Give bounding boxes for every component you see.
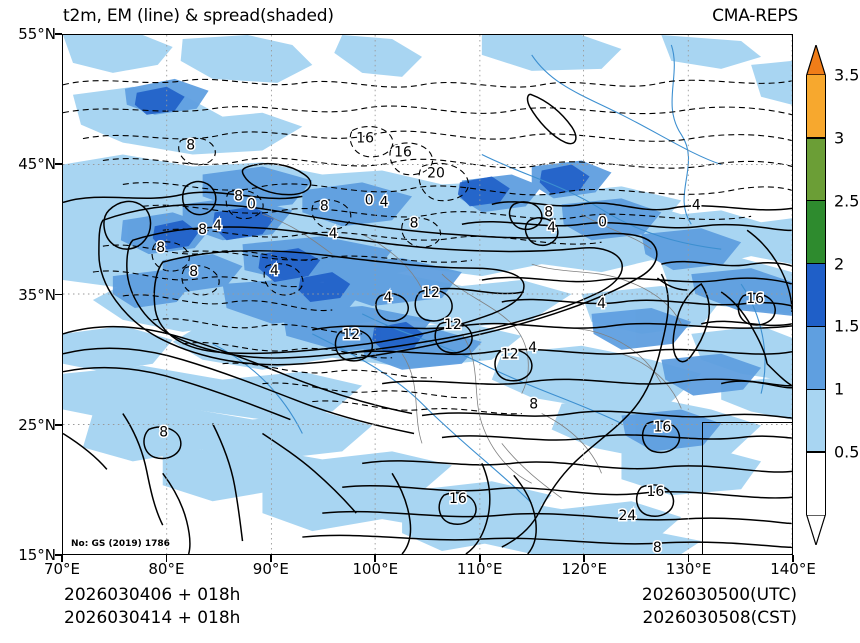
y-axis-tick-mark [55,33,62,35]
x-axis-tick-mark [61,555,63,562]
contour-label: 0 [598,214,607,230]
page-title: t2m, EM (line) & spread(shaded) [63,6,334,26]
y-axis-tick-label: 55°N [18,25,56,43]
colorbar[interactable] [806,45,826,545]
contour-label: 8 [198,222,207,238]
colorbar-divider [806,137,826,139]
colorbar-tick-label: 2.5 [834,191,860,211]
x-axis-tick-label: 120°E [561,560,607,578]
contour-label: 8 [410,215,419,231]
gridline-layer [63,35,792,554]
contour-label: 16 [449,491,467,507]
contour-label: 24 [619,508,637,524]
colorbar-tick-label: 3.5 [834,65,860,85]
x-axis-tick-mark [583,555,585,562]
y-axis-tick-label: 15°N [18,546,56,564]
footer-valid-time-utc: 2026030500(UTC) [641,585,797,605]
footer-init-time-cst: 2026030414 + 018h [64,608,241,628]
contour-label: 12 [422,285,440,301]
x-axis-tick-mark [792,555,794,562]
colorbar-divider [806,325,826,328]
contour-label: 16 [653,419,671,435]
contour-label: 8 [653,540,662,554]
contour-label: 4 [380,194,389,210]
contour-label: 12 [342,327,360,343]
footer-valid-time-cst: 2026030508(CST) [642,608,797,628]
contour-label: 4 [692,197,701,213]
contour-label: 8 [159,424,168,440]
colorbar-extend-high-arrow [806,45,826,76]
y-axis-tick-mark [55,293,62,296]
contour-label: 4 [597,296,606,312]
x-axis-tick-label: 90°E [252,560,289,578]
x-axis-tick-mark [374,555,377,562]
y-axis-tick-mark [55,163,62,166]
contour-label: 8 [156,240,165,256]
contour-label: 16 [356,131,374,147]
map-plot-area[interactable]: 8 16 16 20 8 0 8 0 4 8 8 4 8 4 8 4 0 4 8 4 4 12 4 16 12 12 4 12 8 16 8… [62,34,793,555]
x-axis-tick-mark [687,555,690,562]
colorbar-segment [806,452,826,515]
contour-label: 16 [646,484,664,500]
colorbar-segment [806,326,826,390]
contour-label: 0 [247,196,256,212]
colorbar-extend-low-arrow [806,514,826,545]
colorbar-divider [806,451,826,453]
y-axis-tick-mark [55,554,62,556]
x-axis-tick-mark [270,555,272,562]
x-axis-tick-label: 70°E [43,560,81,578]
contour-label: 4 [213,218,222,234]
contour-label: 12 [501,347,519,363]
colorbar-segment [806,200,826,264]
contour-label: 20 [427,165,445,181]
x-axis-tick-label: 110°E [456,560,503,578]
contour-label: 4 [528,340,537,356]
y-axis-tick-mark [55,423,62,426]
contour-label: 8 [320,198,329,214]
positive-contour-layer [63,191,792,549]
footer-init-time-utc: 2026030406 + 018h [64,585,241,605]
coastline-layer [63,93,792,554]
colorbar-divider [806,262,826,265]
colorbar-segment [806,137,826,201]
model-source-label: CMA-REPS [712,6,798,26]
map-credit-label: No: GS (2019) 1786 [71,539,170,549]
contour-label: 8 [189,264,198,280]
contour-label: 16 [394,145,412,161]
colorbar-divider [806,200,826,202]
y-axis-tick-label: 25°N [18,415,56,434]
x-axis-tick-label: 100°E [352,560,399,578]
y-axis-tick-label: 35°N [18,285,56,304]
colorbar-tick-label: 1.5 [834,316,860,336]
contour-label: 8 [529,397,538,413]
x-axis-tick-mark [478,555,481,562]
contour-label: 0 [365,192,374,208]
contour-label: 12 [444,317,462,333]
colorbar-tick-label: 0.5 [834,442,860,462]
colorbar-segment [806,263,826,327]
contour-label: 8 [186,138,195,154]
colorbar-tick-label: 2 [834,254,845,274]
negative-contour-layer [63,78,792,415]
contour-label: 16 [746,291,764,307]
colorbar-tick-label: 1 [834,379,845,399]
x-axis-tick-label: 140°E [770,560,816,578]
x-axis-tick-label: 80°E [148,560,185,578]
x-axis-tick-mark [165,555,168,562]
y-axis-tick-label: 45°N [18,155,56,174]
x-axis-tick-label: 130°E [665,560,712,578]
contour-label: 8 [544,204,553,220]
colorbar-tick-label: 3 [834,128,845,148]
contour-label: 4 [547,220,556,236]
contour-label: 4 [384,290,393,306]
colorbar-segment [806,389,826,453]
colorbar-divider [806,388,826,390]
contour-label: 4 [270,263,279,279]
contour-label: 4 [329,226,338,242]
colorbar-segment [806,75,826,138]
contour-label: 8 [234,188,243,204]
river-layer [212,44,766,504]
